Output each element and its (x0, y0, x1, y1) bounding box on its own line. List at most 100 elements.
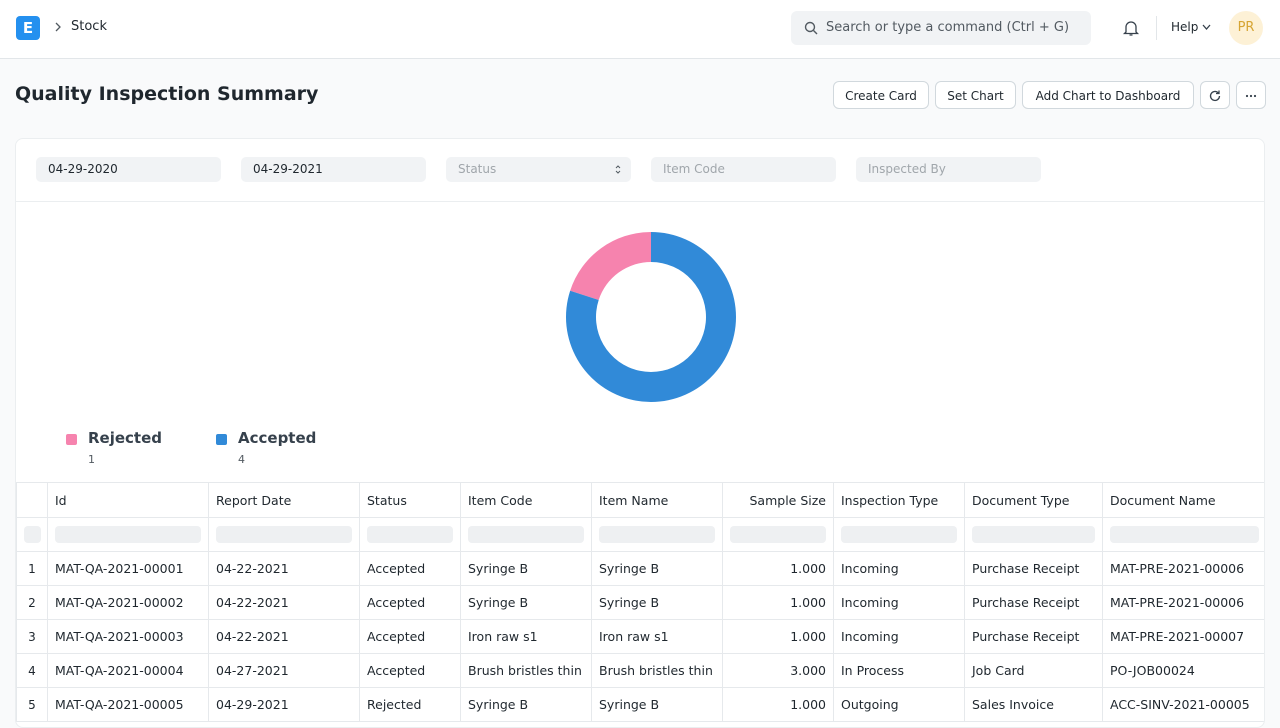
table-cell: Rejected (359, 687, 461, 722)
notifications[interactable] (1122, 19, 1140, 37)
legend-value: 4 (238, 453, 245, 466)
avatar[interactable]: PR (1229, 11, 1263, 45)
column-filter[interactable] (599, 526, 715, 543)
search-bar[interactable]: Search or type a command (Ctrl + G) (791, 11, 1091, 45)
column-filter[interactable] (216, 526, 352, 543)
table-cell: Brush bristles thin (591, 653, 723, 688)
date-filter[interactable]: 04-29-2020 (36, 157, 221, 182)
row-number: 1 (16, 551, 48, 586)
column-filter[interactable] (468, 526, 584, 543)
row-number: 4 (16, 653, 48, 688)
chevron (1202, 24, 1211, 30)
help-menu[interactable]: Help (1171, 20, 1211, 34)
table-cell: MAT-PRE-2021-00006 (1102, 551, 1264, 586)
table-cell: Accepted (359, 585, 461, 620)
status-filter[interactable]: Status (446, 157, 631, 182)
table-cell: Incoming (833, 585, 965, 620)
column-filter[interactable] (972, 526, 1095, 543)
table-cell: Syringe B (460, 687, 592, 722)
filter-cell (16, 517, 48, 552)
navbar: E Stock Search or type a command (Ctrl +… (0, 0, 1280, 59)
refresh-button[interactable] (1200, 81, 1230, 109)
table-cell: Syringe B (460, 585, 592, 620)
column-filter[interactable] (730, 526, 826, 543)
separator (1156, 16, 1157, 40)
column-header: Item Name (591, 482, 723, 518)
filter-cell (359, 517, 461, 552)
table-cell: In Process (833, 653, 965, 688)
table-row: 3 MAT-QA-2021-00003 04-22-2021 Accepted Iron… (16, 619, 1264, 654)
column-filter[interactable] (841, 526, 957, 543)
table-cell: Purchase Receipt (964, 551, 1103, 586)
filter-cell (460, 517, 592, 552)
button[interactable]: Set Chart (935, 81, 1016, 109)
column-filter[interactable] (24, 526, 41, 543)
filter-cell (833, 517, 965, 552)
column-filter[interactable] (1110, 526, 1259, 543)
table-cell: Accepted (359, 653, 461, 688)
table-cell: MAT-QA-2021-00005 (47, 687, 209, 722)
logo[interactable]: E (16, 16, 40, 40)
table-cell: PO-JOB00024 (1102, 653, 1264, 688)
table-cell: Syringe B (591, 585, 723, 620)
row-number: 5 (16, 687, 48, 722)
table-cell: Job Card (964, 653, 1103, 688)
report-table: Id Report Date Status Item Code Item Name Sam… (16, 482, 1264, 722)
table-cell: Outgoing (833, 687, 965, 722)
refresh-icon (1209, 90, 1221, 102)
table-cell: Accepted (359, 619, 461, 654)
filter-row (16, 517, 1264, 552)
item-code-filter[interactable]: Item Code (651, 157, 836, 182)
table-row: 5 MAT-QA-2021-00005 04-29-2021 Rejected Syri… (16, 687, 1264, 722)
legend-swatch (66, 434, 77, 445)
help-label: Help (1171, 20, 1199, 34)
table-cell: MAT-QA-2021-00003 (47, 619, 209, 654)
more-icon (1245, 94, 1257, 98)
column-filter[interactable] (55, 526, 201, 543)
legend-swatch (216, 434, 227, 445)
table-cell: Syringe B (460, 551, 592, 586)
table-cell: ACC-SINV-2021-00005 (1102, 687, 1264, 722)
row-number: 3 (16, 619, 48, 654)
table-cell: Syringe B (591, 687, 723, 722)
legend-label: Rejected (88, 429, 163, 447)
button[interactable]: Create Card (833, 81, 929, 109)
table-row: 4 MAT-QA-2021-00004 04-27-2021 Accepted Brus… (16, 653, 1264, 688)
breadcrumb[interactable]: Stock (71, 19, 107, 34)
column-header: Document Type (964, 482, 1103, 518)
column-header: Id (47, 482, 209, 518)
table-cell: 04-29-2021 (208, 687, 360, 722)
table-row: 1 MAT-QA-2021-00001 04-22-2021 Accepted Syri… (16, 551, 1264, 586)
filter-cell (47, 517, 209, 552)
table-cell: MAT-QA-2021-00002 (47, 585, 209, 620)
donut-slice (566, 232, 737, 402)
legend-value: 1 (88, 453, 95, 466)
table-cell: 1.000 (722, 551, 834, 586)
column-header: Report Date (208, 482, 360, 518)
more-button[interactable] (1236, 81, 1266, 109)
row-number: 2 (16, 585, 48, 620)
placeholder: Status (458, 162, 497, 176)
table-cell: Purchase Receipt (964, 585, 1103, 620)
table-cell: MAT-PRE-2021-00006 (1102, 585, 1264, 620)
page-title: Quality Inspection Summary (15, 83, 319, 105)
donut-chart (566, 232, 737, 402)
table-cell: 04-22-2021 (208, 619, 360, 654)
legend-label: Accepted (238, 429, 317, 447)
button[interactable]: Add Chart to Dashboard (1022, 81, 1194, 109)
column-header: Item Code (460, 482, 592, 518)
filter-cell (1102, 517, 1264, 552)
table-cell: 04-27-2021 (208, 653, 360, 688)
table-cell: Incoming (833, 551, 965, 586)
column-header: Inspection Type (833, 482, 965, 518)
column-header: Status (359, 482, 461, 518)
column-filter[interactable] (367, 526, 453, 543)
date-filter[interactable]: 04-29-2021 (241, 157, 426, 182)
table-cell: 1.000 (722, 585, 834, 620)
column-header: Sample Size (722, 482, 834, 518)
separator (16, 201, 1264, 202)
inspected-by-filter[interactable]: Inspected By (856, 157, 1041, 182)
table-cell: 1.000 (722, 687, 834, 722)
table-cell: 1.000 (722, 619, 834, 654)
table-cell: Incoming (833, 619, 965, 654)
